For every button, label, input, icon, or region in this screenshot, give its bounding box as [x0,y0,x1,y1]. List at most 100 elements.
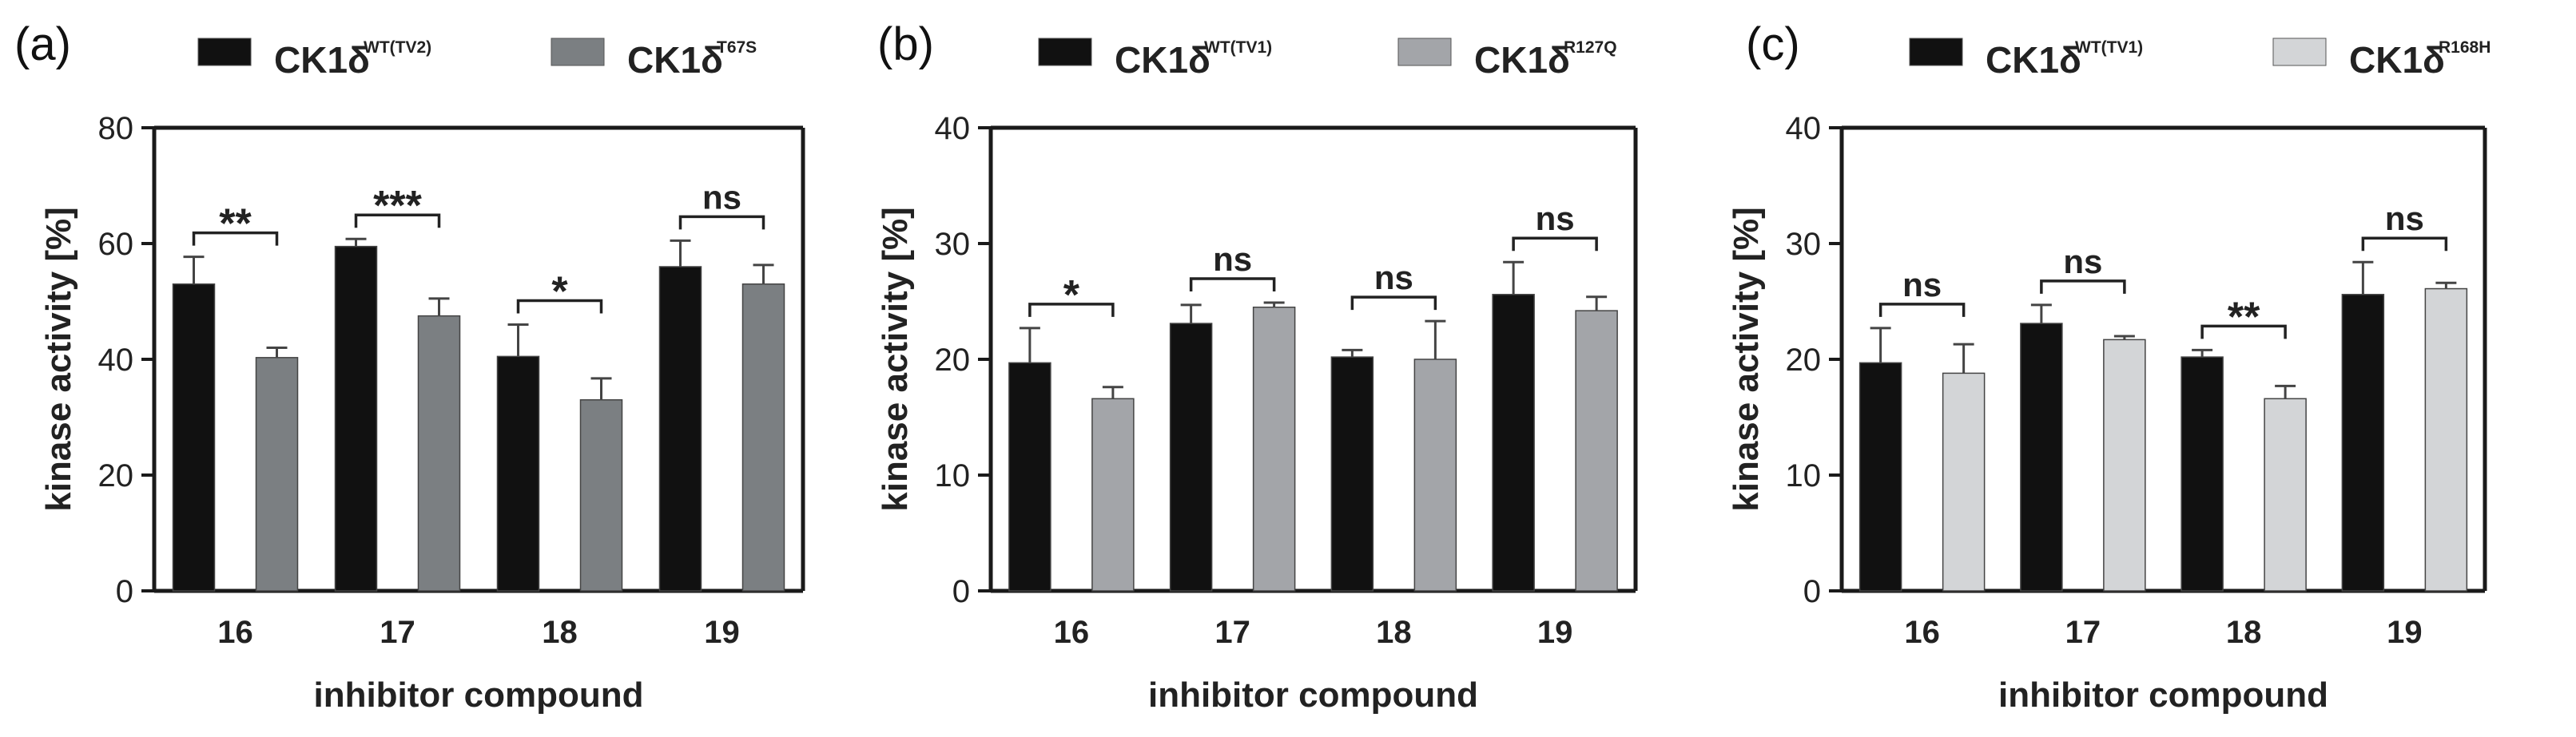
x-axis-label: inhibitor compound [313,676,643,715]
y-tick-label: 10 [935,458,971,493]
x-tick-label: 18 [2226,615,2262,650]
y-tick-label: 30 [935,227,971,262]
significance-label: ns [1374,259,1413,296]
bar-16-series-1 [1942,372,1986,592]
x-tick-label: 17 [2065,615,2101,650]
legend-sup-1: R127Q [1564,38,1617,57]
bar-19-series-1 [741,283,785,592]
bracket-line [1350,295,1437,311]
legend-sup-0: WT(TV1) [2075,38,2143,57]
significance-bracket-16: ** [192,201,279,248]
significance-bracket-18: * [516,269,603,315]
bar-17-series-1 [1252,307,1296,592]
legend-label-1: CK1δ [627,39,723,81]
x-axis-label: inhibitor compound [1148,676,1478,715]
y-tick-label: 0 [952,574,970,609]
legend-label-1: CK1δ [2349,39,2445,81]
significance-label: ns [2385,200,2424,237]
bar-17-series-1 [2103,339,2146,592]
legend-swatch-1 [2272,38,2327,66]
x-tick-label: 17 [380,615,415,650]
significance-label: *** [373,183,422,229]
bar-18-series-1 [2264,398,2307,592]
significance-label: ns [2063,243,2102,280]
y-axis-label: kinase activity [%] [876,207,915,512]
bar-18-series-1 [1413,359,1457,592]
significance-bracket-17: ns [2040,243,2126,294]
significance-bracket-19: ns [678,178,765,230]
legend-swatch-0 [1909,38,1963,66]
significance-bracket-19: ns [2361,200,2448,252]
significance-label: ns [1536,200,1575,237]
panel-label: (c) [1746,18,1800,70]
x-tick-label: 16 [1054,615,1090,650]
x-tick-label: 18 [1376,615,1412,650]
x-tick-label: 19 [704,615,740,650]
bracket-line [678,215,765,230]
legend-swatch-0 [197,38,252,66]
significance-bracket-16: ns [1878,266,1966,317]
bar-16-series-1 [255,357,299,592]
significance-bracket-18: ** [2200,294,2287,340]
legend-label-0: CK1δ [1986,39,2081,81]
x-tick-label: 17 [1214,615,1250,650]
legend-sup-1: T67S [717,38,757,57]
legend-swatch-1 [551,38,605,66]
y-tick-label: 20 [98,458,134,493]
significance-label: ns [702,178,741,216]
significance-bracket-16: * [1028,272,1115,319]
bar-19-series-0 [1492,294,1535,592]
x-tick-label: 19 [1537,615,1573,650]
y-tick-label: 0 [1803,574,1821,609]
bar-18-series-0 [1330,356,1374,592]
y-tick-label: 80 [98,111,134,146]
significance-label: ** [219,201,252,248]
bracket-line [192,231,279,246]
legend-swatch-1 [1397,38,1452,66]
significance-label: ** [2228,294,2260,340]
significance-label: ns [1902,266,1942,303]
significance-bracket-17: ns [1189,240,1276,291]
bracket-line [1878,303,1966,317]
y-tick-label: 40 [935,111,971,146]
y-tick-label: 60 [98,227,134,262]
significance-label: ns [1213,240,1252,278]
significance-bracket-17: *** [354,183,441,229]
y-tick-label: 40 [98,343,134,378]
legend-sup-0: WT(TV1) [1204,38,1272,57]
bar-16-series-1 [1091,398,1135,592]
bar-16-series-0 [1008,362,1051,592]
legend-sup-1: R168H [2439,38,2491,57]
x-tick-label: 18 [542,615,578,650]
y-tick-label: 20 [1786,343,1822,378]
bracket-line [2040,279,2126,294]
bar-16-series-0 [1858,362,1902,592]
y-tick-label: 40 [1786,111,1822,146]
legend-label-1: CK1δ [1474,39,1570,81]
bar-17-series-0 [2020,323,2063,592]
bar-18-series-0 [496,355,540,592]
significance-label: * [1063,272,1080,319]
significance-bracket-18: ns [1350,259,1437,311]
bracket-line [1512,236,1598,252]
y-tick-label: 20 [935,343,971,378]
bracket-line [1028,303,1115,317]
x-tick-label: 19 [2387,615,2423,650]
panel-label: (a) [14,18,71,70]
legend-swatch-0 [1038,38,1092,66]
y-tick-label: 0 [116,574,133,609]
bar-16-series-0 [172,283,216,592]
bar-19-series-0 [2341,294,2385,592]
significance-bracket-19: ns [1512,200,1598,252]
significance-label: * [551,269,568,315]
bracket-line [2200,324,2287,339]
bar-19-series-1 [2424,287,2468,592]
bar-19-series-1 [1575,310,1618,592]
bar-17-series-0 [1169,323,1213,592]
y-axis-label: kinase activity [%] [39,207,78,512]
bar-17-series-1 [417,315,461,592]
